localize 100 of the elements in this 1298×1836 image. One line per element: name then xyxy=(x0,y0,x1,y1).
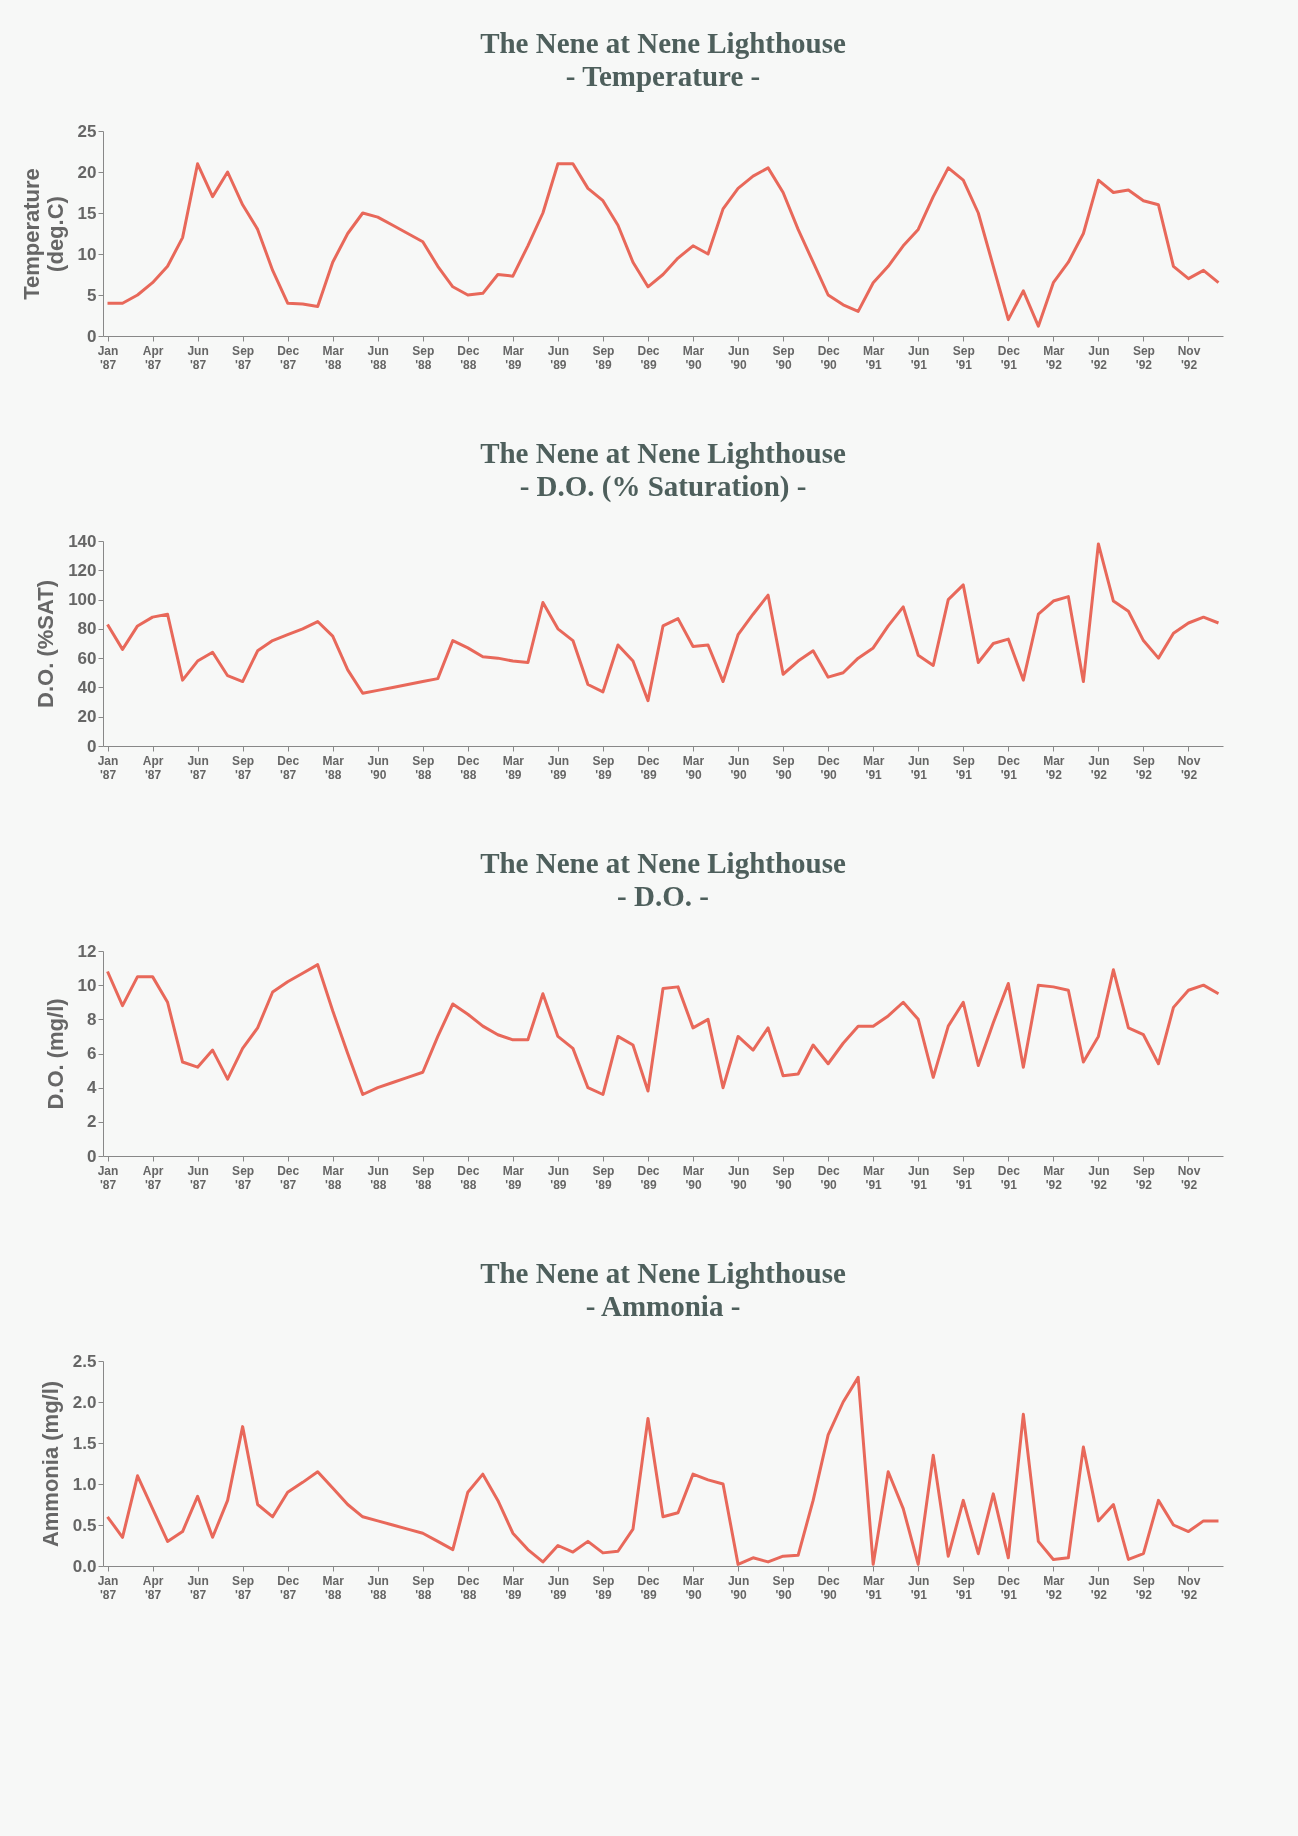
chart-title: The Nene at Nene Lighthouse xyxy=(480,437,846,469)
x-tick-label: Jun '91 xyxy=(908,753,930,782)
y-tick-label: 2.0 xyxy=(72,1392,97,1412)
x-tick-label: Dec '91 xyxy=(997,1163,1021,1192)
x-tick-label: Dec '87 xyxy=(277,1573,300,1602)
x-tick-label: Sep '92 xyxy=(1132,1573,1155,1602)
x-tick-label: Jun '91 xyxy=(908,343,930,372)
x-tick-label: Sep '88 xyxy=(412,1163,435,1192)
y-tick-label: 0 xyxy=(87,1146,97,1166)
x-tick-label: Jun '90 xyxy=(727,753,750,782)
y-tick-label: 20 xyxy=(77,162,97,182)
y-tick-label: 6 xyxy=(87,1044,97,1063)
chart-subtitle: - D.O. (% Saturation) - xyxy=(519,470,807,503)
x-tick-label: Jun '89 xyxy=(547,753,570,782)
x-tick-label: Jun '91 xyxy=(908,1163,930,1192)
chart-title: The Nene at Nene Lighthouse xyxy=(480,847,846,879)
x-tick-label: Jun '92 xyxy=(1088,343,1110,372)
x-tick-label: Jan '87 xyxy=(97,753,119,782)
x-tick-label: Mar '91 xyxy=(863,1573,885,1602)
x-tick-label: Dec '88 xyxy=(457,753,480,782)
x-tick-label: Nov '92 xyxy=(1177,1163,1201,1192)
x-tick-label: Sep '89 xyxy=(592,1573,615,1602)
x-tick-label: Sep '92 xyxy=(1132,343,1155,372)
x-tick-label: Jun '90 xyxy=(727,343,750,372)
y-tick-label: 15 xyxy=(77,203,97,223)
x-tick-label: Mar '91 xyxy=(863,753,885,782)
y-axis-title: Ammonia (mg/l) xyxy=(37,1380,63,1548)
x-tick-label: Mar '90 xyxy=(682,753,705,782)
x-tick-label: Mar '89 xyxy=(502,343,525,372)
x-tick-label: Dec '87 xyxy=(277,343,300,372)
chart-subtitle: - Temperature - xyxy=(565,60,761,92)
x-tick-label: Dec '88 xyxy=(457,343,480,372)
x-tick-label: Dec '89 xyxy=(637,1163,660,1192)
y-tick-label: 1.5 xyxy=(72,1433,97,1453)
x-tick-label: Dec '90 xyxy=(817,753,840,782)
x-tick-label: Mar '88 xyxy=(322,1163,345,1192)
chart-title: The Nene at Nene Lighthouse xyxy=(480,27,846,59)
x-tick-label: Sep '91 xyxy=(952,1573,975,1602)
x-tick-label: Jun '89 xyxy=(547,343,570,372)
chart-subtitle: - D.O. - xyxy=(617,880,709,912)
x-tick-label: Sep '88 xyxy=(412,753,435,782)
x-tick-label: Sep '88 xyxy=(412,1573,435,1602)
x-tick-label: Jun '92 xyxy=(1088,1573,1110,1602)
x-tick-label: Mar '91 xyxy=(863,343,885,372)
y-tick-label: 4 xyxy=(87,1078,98,1098)
x-tick-label: Sep '90 xyxy=(772,753,795,782)
y-tick-label: 140 xyxy=(68,531,97,551)
line-series xyxy=(106,162,1220,328)
x-tick-label: Mar '88 xyxy=(322,753,345,782)
x-tick-label: Jun '90 xyxy=(727,1163,750,1192)
x-tick-label: Mar '89 xyxy=(502,1573,525,1602)
x-tick-label: Sep '92 xyxy=(1132,1163,1155,1192)
x-tick-label: Dec '89 xyxy=(637,753,660,782)
x-tick-label: Dec '87 xyxy=(277,1163,300,1192)
x-tick-label: Jun '88 xyxy=(367,343,389,372)
x-tick-label: Dec '89 xyxy=(637,1573,660,1602)
chart-subtitle: - Ammonia - xyxy=(585,1290,741,1322)
chart-title: The Nene at Nene Lighthouse xyxy=(480,1257,846,1289)
x-tick-label: Mar '90 xyxy=(682,1163,705,1192)
x-tick-label: Jan '87 xyxy=(97,343,119,372)
x-tick-label: Mar '88 xyxy=(322,1573,345,1602)
x-tick-label: Jun '87 xyxy=(187,753,209,782)
x-tick-label: Sep '90 xyxy=(772,1163,795,1192)
x-tick-label: Sep '90 xyxy=(772,1573,795,1602)
x-tick-label: Dec '90 xyxy=(817,1573,840,1602)
x-tick-label: Dec '89 xyxy=(637,343,660,372)
x-tick-label: Sep '90 xyxy=(772,343,795,372)
x-tick-label: Nov '92 xyxy=(1177,343,1201,372)
x-tick-label: Nov '92 xyxy=(1177,1573,1201,1602)
x-tick-label: Jun '90 xyxy=(367,753,389,782)
y-tick-label: 0.5 xyxy=(72,1515,97,1535)
y-tick-label: 10 xyxy=(77,975,97,995)
x-tick-label: Mar '92 xyxy=(1043,753,1065,782)
x-tick-label: Mar '90 xyxy=(682,1573,705,1602)
x-tick-label: Mar '88 xyxy=(322,343,345,372)
x-tick-label: Dec '90 xyxy=(817,1163,840,1192)
x-tick-label: Sep '87 xyxy=(232,1573,255,1602)
x-tick-label: Sep '92 xyxy=(1132,753,1155,782)
y-tick-label: 25 xyxy=(77,121,97,141)
x-tick-label: Dec '88 xyxy=(457,1163,480,1192)
x-tick-label: Dec '87 xyxy=(277,753,300,782)
y-tick-label: 0.0 xyxy=(72,1556,97,1576)
x-tick-label: Dec '88 xyxy=(457,1573,480,1602)
x-tick-label: Jun '89 xyxy=(547,1163,570,1192)
x-tick-label: Jun '88 xyxy=(367,1163,389,1192)
x-tick-label: Jan '87 xyxy=(97,1163,119,1192)
y-tick-label: 10 xyxy=(77,244,97,264)
line-series xyxy=(106,1375,1220,1566)
x-tick-label: Sep '91 xyxy=(952,753,975,782)
x-tick-label: Mar '92 xyxy=(1043,1573,1065,1602)
x-tick-label: Nov '92 xyxy=(1177,753,1201,782)
x-tick-label: Apr '87 xyxy=(142,753,164,782)
x-tick-label: Sep '89 xyxy=(592,343,615,372)
x-tick-label: Sep '87 xyxy=(232,343,255,372)
y-tick-label: 120 xyxy=(68,560,97,580)
x-tick-label: Sep '89 xyxy=(592,753,615,782)
y-tick-label: 0 xyxy=(87,326,97,346)
x-tick-label: Sep '91 xyxy=(952,1163,975,1192)
y-tick-label: 80 xyxy=(77,619,97,639)
x-tick-label: Dec '91 xyxy=(997,753,1021,782)
